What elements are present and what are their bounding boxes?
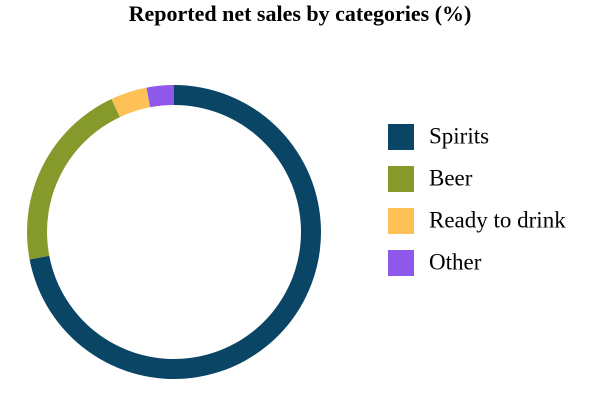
legend-swatch [388, 124, 414, 150]
legend-label: Ready to drink [429, 207, 566, 232]
legend-swatch [388, 208, 414, 234]
donut-segment [111, 87, 151, 118]
legend-swatch [388, 250, 414, 276]
donut-segment [27, 98, 120, 260]
legend-label: Beer [429, 165, 473, 190]
legend-label: Other [429, 249, 482, 274]
donut-segment [146, 85, 174, 108]
legend-label: Spirits [429, 123, 489, 148]
legend-swatch [388, 166, 414, 192]
chart-title: Reported net sales by categories (%) [129, 1, 472, 26]
